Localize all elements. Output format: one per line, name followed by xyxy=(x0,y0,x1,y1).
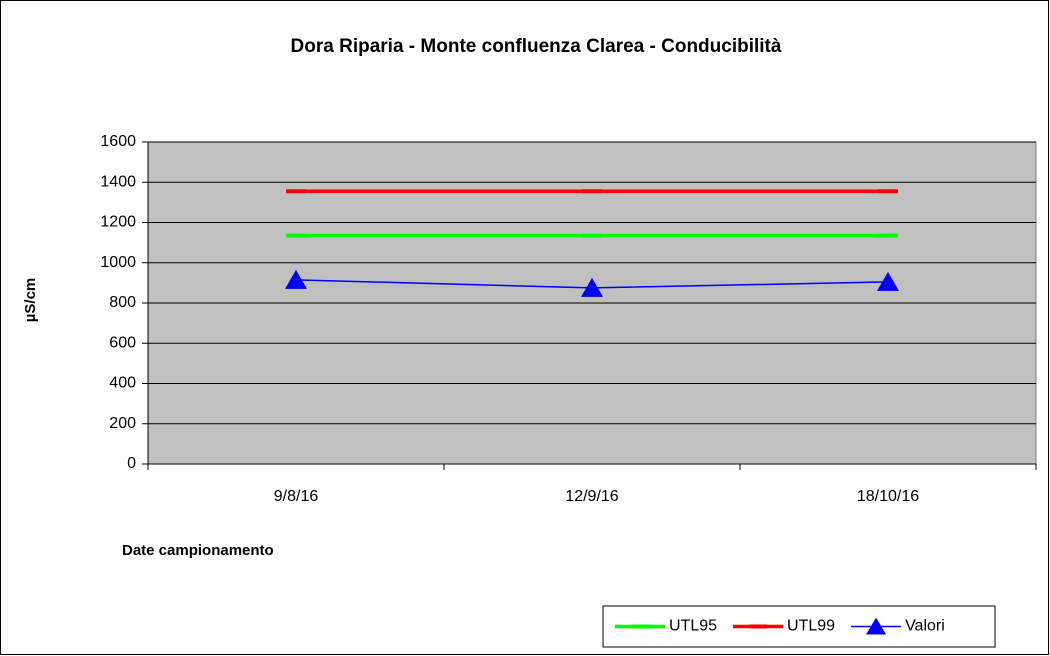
legend-label: UTL99 xyxy=(787,618,835,635)
y-tick-label: 1000 xyxy=(100,254,136,271)
y-axis-title: µS/cm xyxy=(22,278,39,323)
marker xyxy=(581,277,603,297)
legend-label: Valori xyxy=(905,618,945,635)
x-tick-label: 9/8/16 xyxy=(274,488,319,505)
marker xyxy=(877,271,899,291)
y-tick-label: 200 xyxy=(109,415,136,432)
x-tick-label: 12/9/16 xyxy=(565,488,618,505)
y-tick-label: 600 xyxy=(109,334,136,351)
legend-marker xyxy=(866,617,887,635)
y-tick-label: 1400 xyxy=(100,173,136,190)
legend-label: UTL95 xyxy=(669,618,717,635)
legend-box xyxy=(602,605,996,648)
chart-title: Dora Riparia - Monte confluenza Clarea -… xyxy=(291,36,782,57)
legend: UTL95 UTL99 Valori xyxy=(602,605,996,648)
y-tick-label: 800 xyxy=(109,294,136,311)
y-tick-label: 1200 xyxy=(100,214,136,231)
x-axis-title: Date campionamento xyxy=(122,542,274,559)
y-tick-label: 1600 xyxy=(100,133,136,150)
x-tick-label: 18/10/16 xyxy=(857,488,919,505)
marker xyxy=(285,269,307,289)
y-tick-label: 0 xyxy=(127,455,136,472)
y-tick-label: 400 xyxy=(109,375,136,392)
